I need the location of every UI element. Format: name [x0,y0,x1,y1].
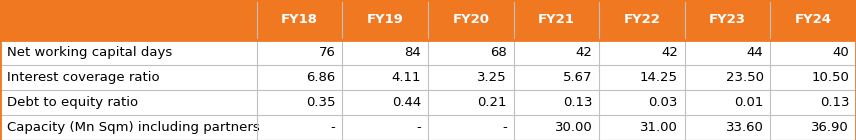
Text: 0.13: 0.13 [563,96,592,109]
Text: 23.50: 23.50 [726,71,764,84]
Text: FY24: FY24 [794,13,832,26]
Bar [0,115,856,140]
Text: 42: 42 [661,46,678,59]
Text: 0.01: 0.01 [734,96,764,109]
Text: 0.13: 0.13 [820,96,849,109]
Text: Interest coverage ratio: Interest coverage ratio [7,71,159,84]
Text: 42: 42 [575,46,592,59]
Text: 14.25: 14.25 [640,71,678,84]
Bar [0,90,856,115]
Text: 84: 84 [404,46,421,59]
Text: FY21: FY21 [538,13,575,26]
Text: 68: 68 [490,46,507,59]
Text: 0.44: 0.44 [392,96,421,109]
Text: FY22: FY22 [623,13,661,26]
Text: -: - [330,121,336,134]
Text: 76: 76 [318,46,336,59]
Text: 0.03: 0.03 [649,96,678,109]
Text: Debt to equity ratio: Debt to equity ratio [7,96,138,109]
Text: Net working capital days: Net working capital days [7,46,172,59]
Text: FY20: FY20 [452,13,490,26]
Text: 4.11: 4.11 [392,71,421,84]
Text: 44: 44 [746,46,764,59]
Text: 3.25: 3.25 [477,71,507,84]
Text: 33.60: 33.60 [726,121,764,134]
Text: -: - [416,121,421,134]
Text: FY23: FY23 [709,13,746,26]
Bar [0,40,856,65]
Text: 0.21: 0.21 [478,96,507,109]
Text: 6.86: 6.86 [306,71,336,84]
Text: 30.00: 30.00 [555,121,592,134]
Text: -: - [502,121,507,134]
Text: 5.67: 5.67 [563,71,592,84]
Text: 31.00: 31.00 [640,121,678,134]
Text: 0.35: 0.35 [306,96,336,109]
Text: 36.90: 36.90 [811,121,849,134]
Bar [0,65,856,90]
Text: 40: 40 [832,46,849,59]
Bar [0,0,856,40]
Text: FY19: FY19 [366,13,404,26]
Text: FY18: FY18 [281,13,318,26]
Text: Capacity (Mn Sqm) including partners: Capacity (Mn Sqm) including partners [7,121,259,134]
Text: 10.50: 10.50 [811,71,849,84]
